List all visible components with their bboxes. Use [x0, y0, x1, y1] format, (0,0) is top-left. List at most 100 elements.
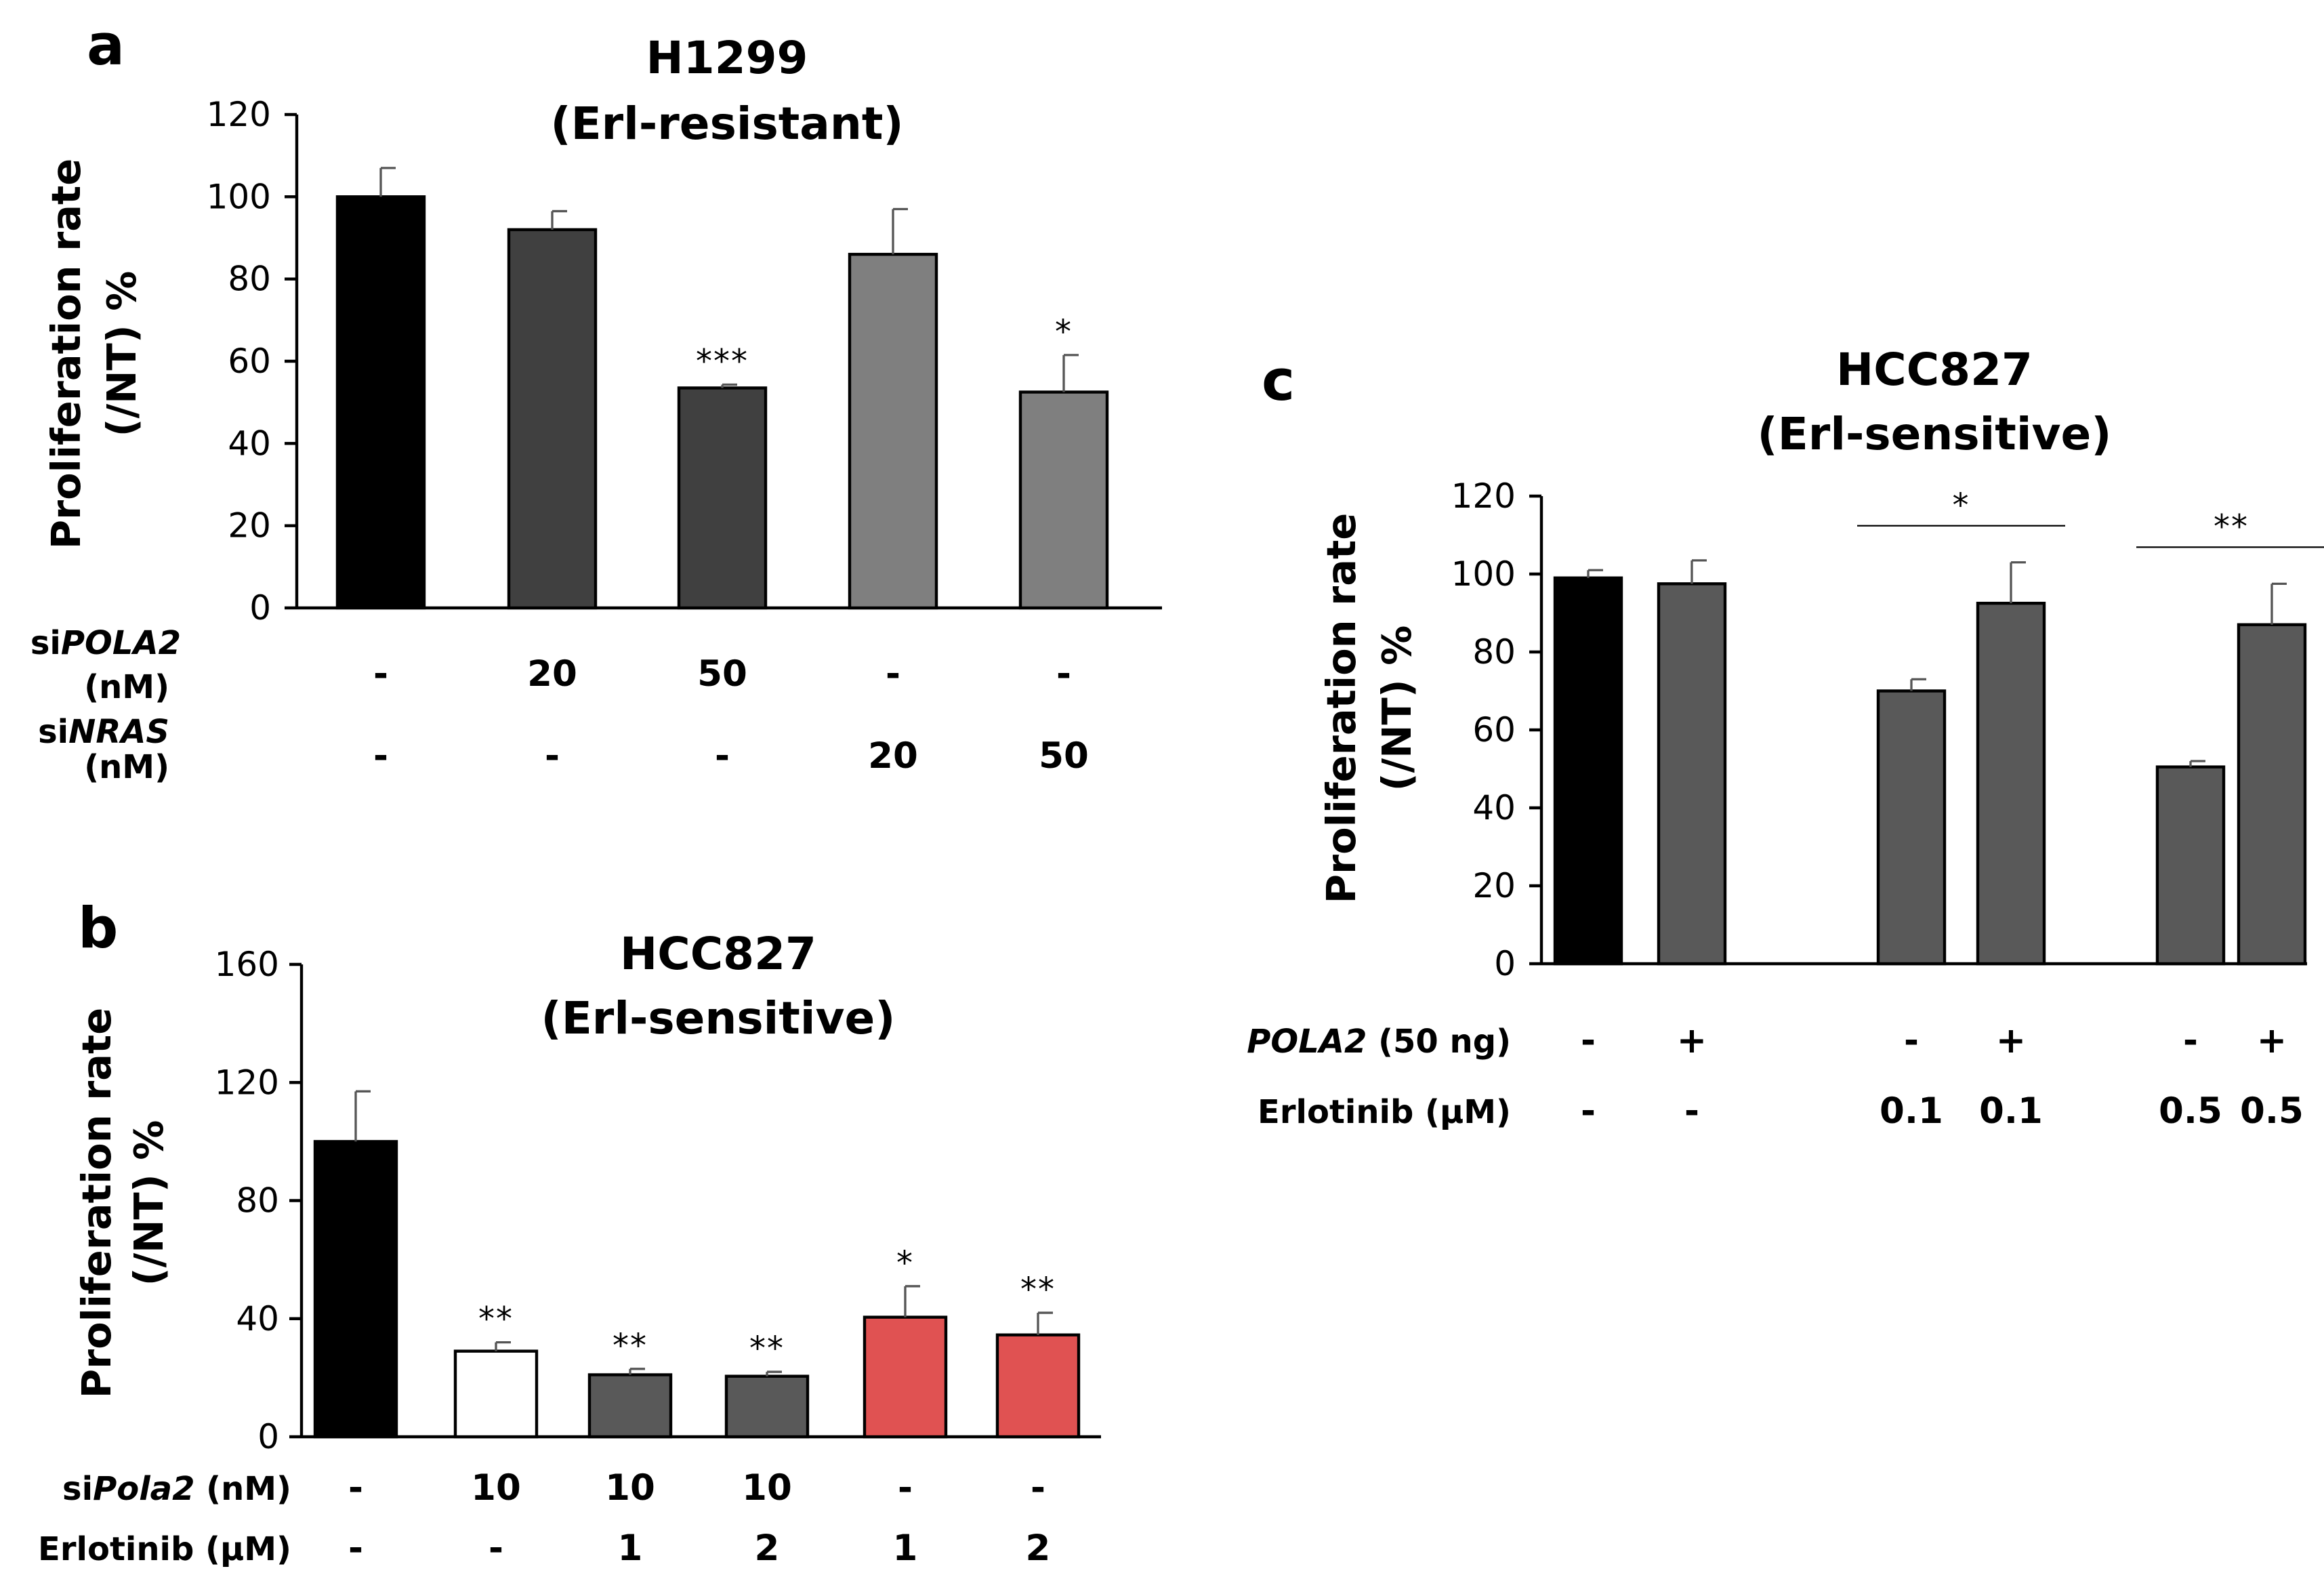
panel-c-row2-value: 0.1: [1979, 1090, 2043, 1132]
panel-a-row2-value: -: [545, 735, 560, 777]
panel-a-row1-gene: POLA2: [61, 624, 181, 662]
panel-b-row1-unit: (nM): [194, 1470, 291, 1508]
panel-a-ytick-label: 80: [228, 260, 271, 299]
panel-b-ylabel-line1: Proliferation rate: [73, 1008, 120, 1399]
panel-c-ytick-label: 0: [1494, 944, 1516, 983]
panel-a-title-line2: (Erl-resistant): [550, 98, 903, 150]
panel-a-title-line1: H1299: [646, 32, 808, 84]
panel-c-title-line1: HCC827: [1836, 344, 2033, 396]
panel-b-bar: [587, 1373, 673, 1439]
panel-b-ytick-label: 80: [236, 1181, 279, 1221]
panel-c-row2-value: -: [1684, 1090, 1699, 1132]
panel-c-row1-value: +: [1677, 1020, 1707, 1061]
panel-b-row2-value: -: [348, 1528, 363, 1569]
panel-b-significance: **: [613, 1327, 648, 1365]
panel-a: a H1299 (Erl-resistant) Proliferation ra…: [30, 12, 1162, 786]
panel-b-letter: b: [78, 895, 118, 961]
panel-c-bar: [2237, 623, 2307, 966]
panel-a-ytick-label: 20: [228, 506, 271, 546]
panel-a-row1-label: siPOLA2: [30, 624, 181, 662]
panel-b-row2-value: 1: [618, 1528, 643, 1569]
panel-b-bar: [724, 1374, 810, 1439]
panel-b-row1-value: -: [898, 1467, 913, 1509]
panel-c-title-line2: (Erl-sensitive): [1758, 408, 2112, 460]
panel-a-significance: *: [1055, 313, 1073, 351]
panel-b-row2-value: 1: [893, 1528, 918, 1569]
panel-b-row1-value: -: [1031, 1467, 1045, 1509]
panel-b-row1-value: 10: [742, 1467, 792, 1509]
panel-c-bar: [1553, 576, 1623, 966]
panel-a-ytick-label: 40: [228, 424, 271, 463]
panel-b-row2-value: 2: [1026, 1528, 1051, 1569]
panel-c-row2-value: -: [1581, 1090, 1596, 1132]
panel-c-row1-value: +: [1996, 1020, 2026, 1061]
panel-c-row2-value: 0.5: [2240, 1090, 2304, 1132]
panel-a-row2-value: -: [715, 735, 730, 777]
panel-a-row2-gene: NRAS: [68, 713, 169, 751]
panel-b-row2-value: 2: [755, 1528, 780, 1569]
panel-b-ytick-label: 120: [215, 1063, 279, 1102]
panel-c: c HCC827 (Erl-sensitive) Proliferation r…: [1247, 344, 2324, 1132]
panel-c-row2-value: 0.1: [1880, 1090, 1943, 1132]
panel-b-significance: *: [896, 1244, 914, 1282]
panel-b-ytick-label: 160: [215, 945, 279, 984]
panel-b: b HCC827 (Erl-sensitive) Proliferation r…: [38, 895, 1101, 1569]
panel-a-row2-value: 20: [868, 735, 918, 777]
panel-c-ytick-label: 40: [1472, 788, 1516, 827]
panel-b-significance: **: [1020, 1271, 1056, 1309]
panel-b-ytick-label: 0: [257, 1417, 279, 1456]
panel-a-row1-value: 20: [527, 653, 577, 695]
panel-a-bar: [1018, 390, 1109, 610]
panel-c-row1-unit: (50 ng): [1367, 1023, 1511, 1061]
panel-b-row2-value: -: [489, 1528, 503, 1569]
panel-c-ytick-label: 80: [1472, 632, 1516, 672]
panel-a-bar: [507, 228, 598, 610]
panel-c-bracket-label: **: [2214, 508, 2249, 546]
panel-c-row1-value: -: [1581, 1020, 1596, 1061]
panel-b-title-line1: HCC827: [620, 928, 816, 980]
panel-c-bar: [1876, 689, 1947, 966]
panel-a-row2-value: -: [373, 735, 388, 777]
panel-c-row1-value: -: [2183, 1020, 2198, 1061]
panel-a-row1-unit: (nM): [84, 668, 169, 706]
panel-b-title-line2: (Erl-sensitive): [541, 992, 896, 1044]
panel-b-significance: **: [478, 1301, 514, 1338]
panel-c-bar: [2155, 765, 2226, 966]
panel-b-row1-label: siPola2 (nM): [62, 1470, 291, 1508]
panel-b-row2-label: Erlotinib (μM): [38, 1530, 291, 1568]
panel-c-bar: [1657, 582, 1727, 966]
panel-a-bar: [848, 253, 938, 610]
panel-b-bar: [313, 1140, 398, 1439]
panel-a-significance: ***: [696, 343, 749, 381]
panel-a-row1-value: -: [1056, 653, 1071, 695]
panel-c-ytick-label: 120: [1451, 476, 1516, 516]
panel-a-ylabel-line2: (/NT) %: [98, 271, 145, 437]
panel-c-row1-label: POLA2 (50 ng): [1247, 1023, 1511, 1061]
panel-b-row1-gene: Pola2: [93, 1470, 194, 1508]
panel-a-row2-value: 50: [1039, 735, 1089, 777]
panel-c-ytick-label: 100: [1451, 554, 1516, 594]
panel-b-row1-value: -: [348, 1467, 363, 1509]
panel-c-row1-gene: POLA2: [1247, 1023, 1367, 1061]
panel-a-ytick-label: 100: [207, 177, 271, 216]
panel-b-bar: [995, 1333, 1081, 1439]
panel-c-row1-value: +: [2257, 1020, 2287, 1061]
panel-b-bar: [863, 1315, 948, 1439]
panel-b-significance: **: [749, 1330, 785, 1368]
panel-a-row1-value: -: [373, 653, 388, 695]
panel-b-bar: [453, 1349, 539, 1439]
panel-a-ytick-label: 0: [249, 588, 271, 628]
panel-a-ylabel-line1: Proliferation rate: [43, 159, 89, 550]
panel-a-row2-unit: (nM): [84, 748, 169, 786]
panel-c-ylabel-line2: (/NT) %: [1373, 626, 1420, 792]
panel-a-row1-value: -: [886, 653, 900, 695]
panel-c-ytick-label: 60: [1472, 710, 1516, 750]
panel-b-ytick-label: 40: [236, 1299, 279, 1338]
panel-a-row2-label: siNRAS: [38, 713, 169, 751]
panel-c-row1-value: -: [1904, 1020, 1919, 1061]
panel-a-letter: a: [87, 12, 125, 78]
panel-a-row1-value: 50: [697, 653, 747, 695]
